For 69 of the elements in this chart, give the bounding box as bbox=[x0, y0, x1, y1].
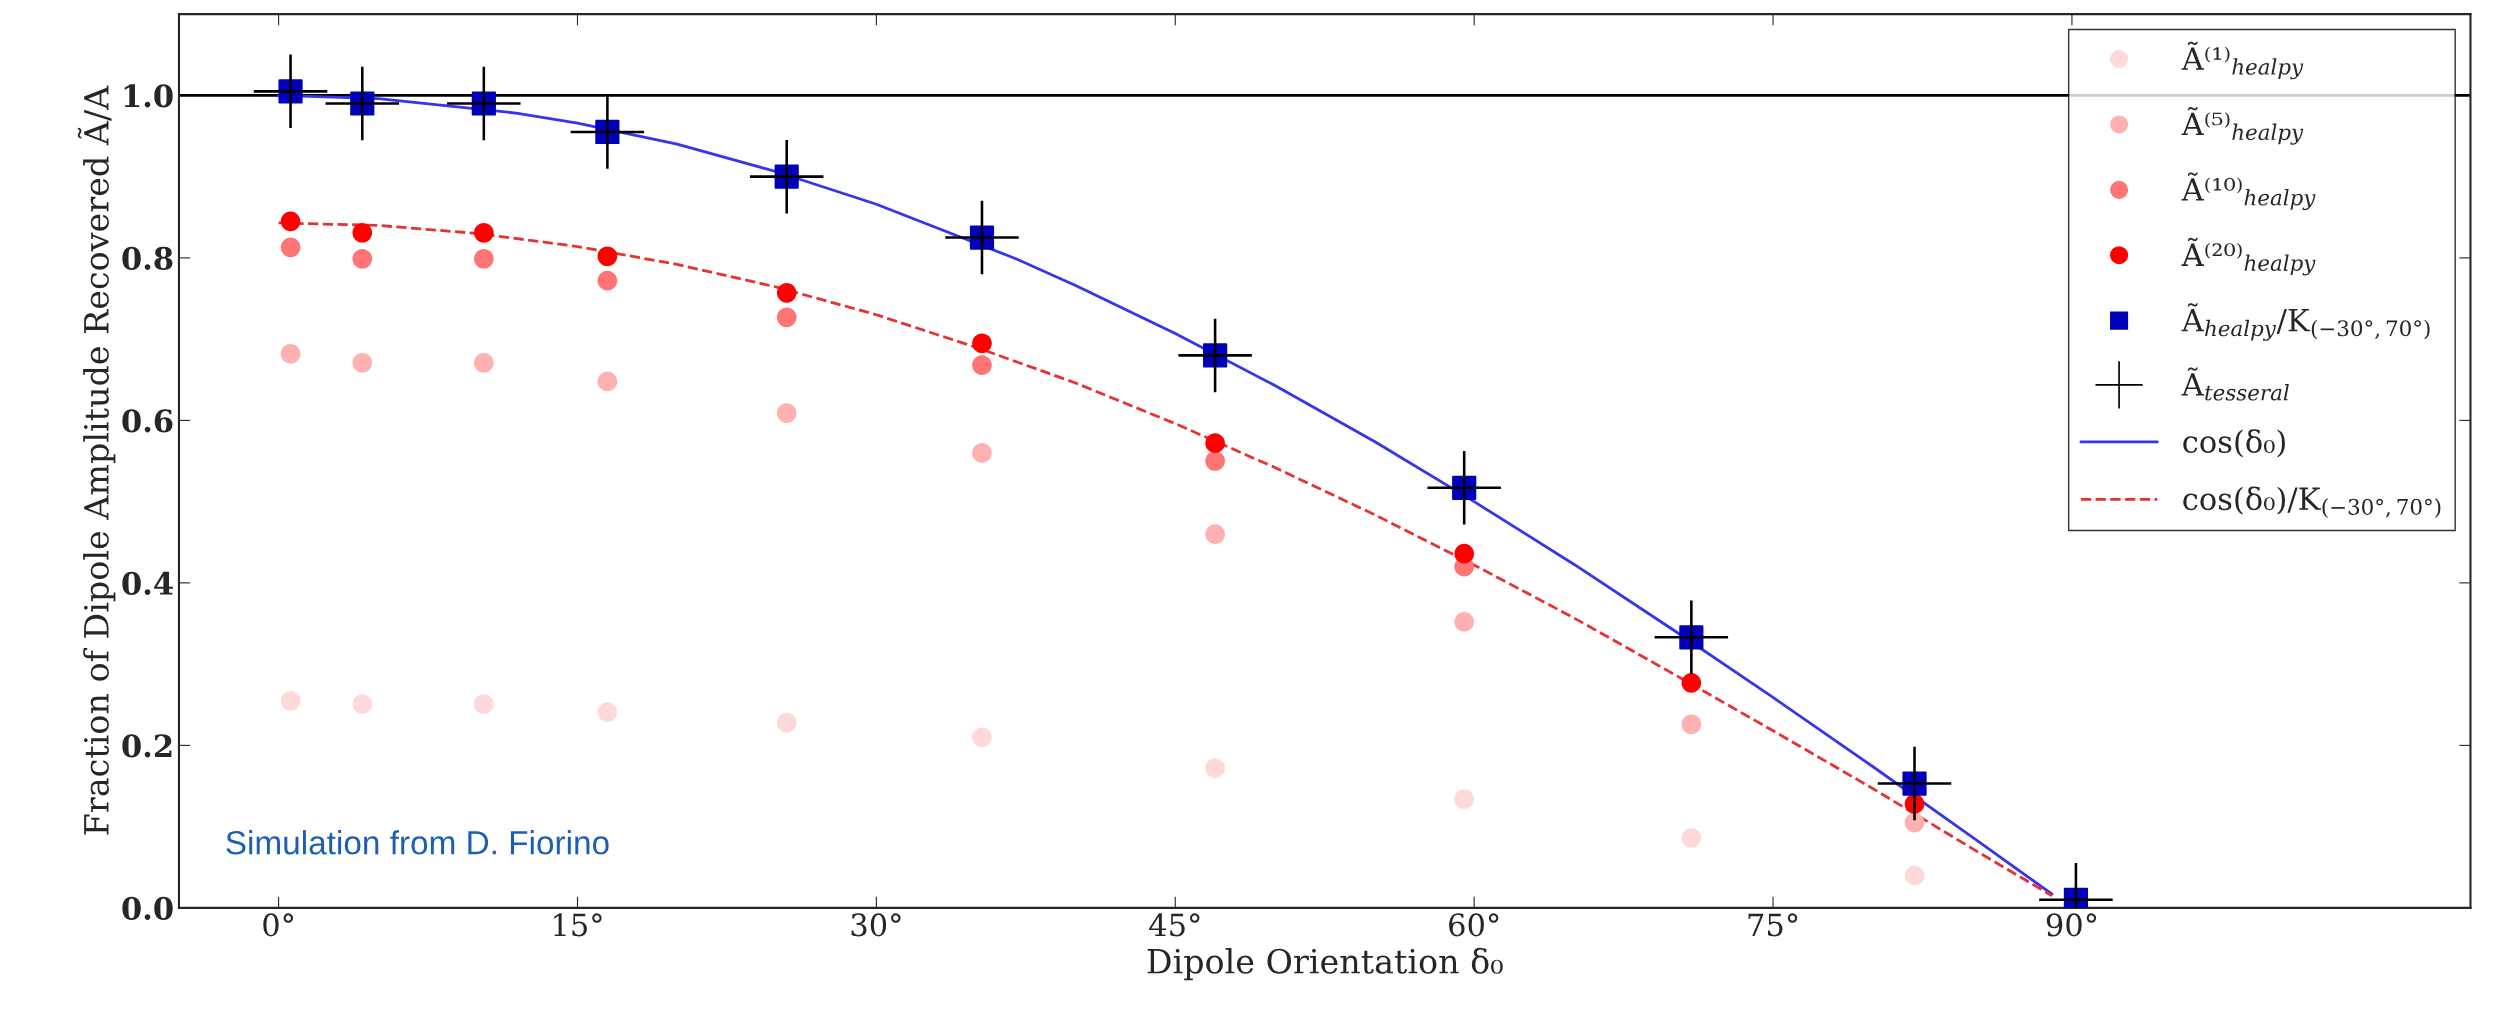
point bbox=[1205, 433, 1225, 453]
point bbox=[1681, 828, 1702, 848]
point bbox=[945, 200, 1019, 275]
point bbox=[447, 66, 521, 141]
x-tick-label: 75° bbox=[1748, 913, 1798, 937]
point bbox=[972, 443, 992, 463]
point bbox=[597, 702, 618, 722]
point bbox=[1904, 812, 1925, 833]
point bbox=[1681, 673, 1702, 693]
x-tick-label: 90° bbox=[2046, 913, 2097, 937]
point bbox=[474, 248, 494, 269]
point bbox=[1654, 600, 1729, 675]
legend-label: Ã⁽⁵⁾$_{healpy}$ bbox=[2181, 107, 2304, 145]
legend-label: Ã$_{tesseral}$ bbox=[2181, 367, 2289, 401]
y-axis-title: Fraction of Dipole Amplitude Recovered Ã/A bbox=[77, 85, 116, 835]
point bbox=[972, 333, 992, 354]
point bbox=[1205, 758, 1225, 778]
y-tick-label: 0.2 bbox=[122, 734, 172, 758]
point bbox=[325, 66, 400, 141]
y-tick-label: 0.4 bbox=[122, 571, 173, 595]
point bbox=[776, 712, 797, 733]
point bbox=[352, 352, 373, 373]
x-axis-title: Dipole Orientation δ₀ bbox=[1147, 947, 1503, 981]
point bbox=[1877, 746, 1952, 821]
legend-label: Ã$_{healpy}$/K$_{(−30°,70°)}$ bbox=[2181, 303, 2430, 341]
point bbox=[1454, 543, 1475, 564]
point bbox=[972, 727, 992, 748]
point bbox=[352, 694, 373, 714]
point bbox=[597, 246, 618, 267]
point bbox=[776, 283, 797, 303]
point bbox=[280, 237, 301, 258]
legend-label: Ã⁽²⁰⁾$_{healpy}$ bbox=[2181, 237, 2316, 276]
point bbox=[1205, 524, 1225, 544]
x-tick-label: 15° bbox=[554, 913, 602, 937]
annotation: Simulation from D. Fiorino bbox=[226, 830, 609, 855]
y-tick-label: 0.6 bbox=[122, 409, 173, 433]
point bbox=[597, 270, 618, 291]
y-tick-label: 0.8 bbox=[122, 246, 173, 270]
point bbox=[1205, 451, 1225, 471]
point bbox=[972, 355, 992, 375]
point bbox=[474, 222, 494, 243]
point bbox=[776, 403, 797, 423]
x-tick-label: 30° bbox=[851, 913, 901, 937]
point bbox=[253, 54, 328, 129]
point bbox=[1454, 612, 1475, 632]
point bbox=[1904, 865, 1925, 886]
legend-label: Ã⁽¹⁰⁾$_{healpy}$ bbox=[2181, 172, 2316, 211]
y-tick-label: 1.0 bbox=[124, 84, 173, 108]
x-tick-label: 0° bbox=[263, 913, 294, 937]
point bbox=[280, 211, 301, 232]
point bbox=[280, 343, 301, 364]
point bbox=[352, 248, 373, 269]
point bbox=[749, 139, 824, 214]
point bbox=[352, 222, 373, 243]
legend-label: cos(δ₀)/K$_{(−30°,70°)}$ bbox=[2183, 486, 2441, 518]
point bbox=[1454, 789, 1475, 809]
legend-label: cos(δ₀) bbox=[2183, 429, 2285, 458]
point bbox=[280, 690, 301, 711]
legend-label: Ã⁽¹⁾$_{healpy}$ bbox=[2181, 41, 2304, 80]
x-tick-label: 45° bbox=[1149, 913, 1200, 937]
point bbox=[1178, 318, 1252, 393]
point bbox=[474, 352, 494, 373]
point bbox=[1681, 714, 1702, 735]
point bbox=[776, 307, 797, 328]
y-tick-label: 0.0 bbox=[122, 896, 173, 920]
point bbox=[474, 694, 494, 714]
point bbox=[597, 371, 618, 392]
x-tick-label: 60° bbox=[1449, 913, 1499, 937]
point bbox=[570, 95, 645, 169]
